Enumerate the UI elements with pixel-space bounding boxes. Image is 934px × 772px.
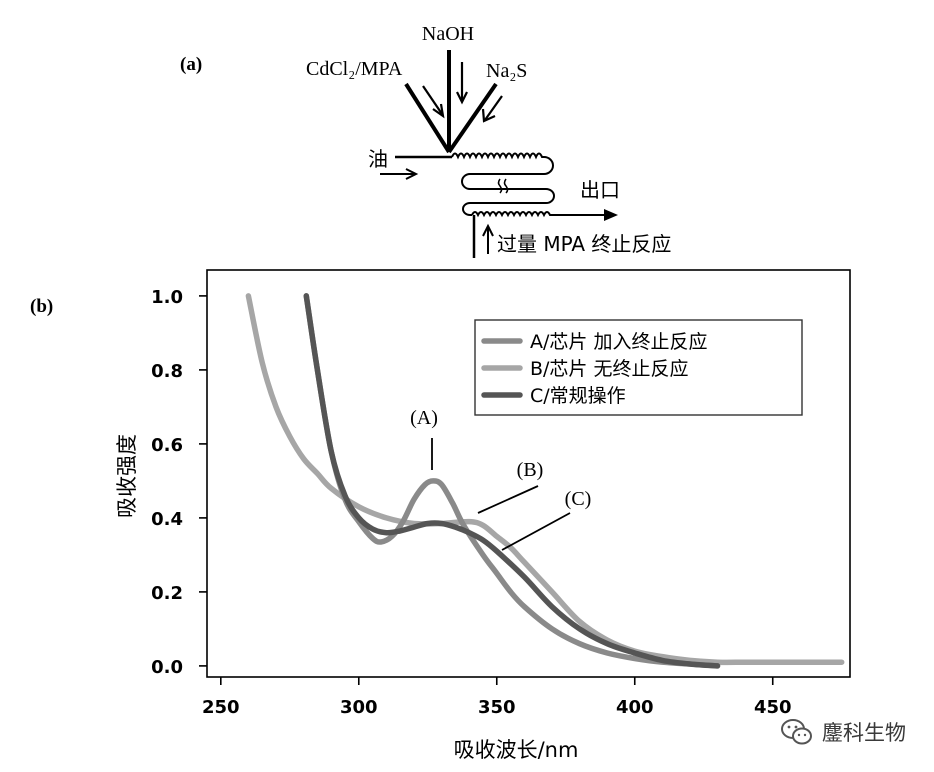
cdcl2-channel [404, 82, 451, 154]
wechat-icon [781, 719, 812, 745]
outlet-label: 出口 [580, 178, 620, 202]
y-tick-label: 0.8 [151, 361, 183, 382]
watermark: 鏖科生物 [780, 712, 906, 752]
inlet-flow-arrows [422, 62, 503, 123]
panel-a-schematic: (a) NaOH CdCl₂/MPA Na₂S 油 [180, 23, 671, 258]
x-tick-label: 300 [340, 697, 378, 718]
absorption-chart: 250 300 350 400 450 0.0 0.2 0.4 0.6 0.8 1.0 (A) (B)… [115, 269, 851, 762]
x-tick-label: 250 [202, 697, 240, 718]
series-line-B [245, 293, 845, 666]
x-axis-label: 吸收波长/nm [454, 738, 579, 762]
naoh-label: NaOH [422, 23, 474, 45]
panel-a-label: (a) [180, 54, 202, 75]
annotation-leader-B [477, 485, 539, 514]
legend-box [474, 319, 803, 416]
panel-b-label: (b) [30, 296, 53, 317]
cdcl2-mpa-label: CdCl₂/MPA [306, 58, 403, 80]
x-tick-label: 350 [478, 697, 516, 718]
annotation-leader-C [501, 512, 571, 551]
annotation-label-C: (C) [565, 488, 592, 510]
chart-curves [245, 293, 845, 669]
y-tick-label: 0.2 [151, 583, 183, 604]
annotation-label-B: (B) [517, 459, 544, 481]
x-tick-label: 400 [616, 697, 654, 718]
outlet-arrow [604, 209, 618, 221]
chart-annotations: (A) (B) (C) [410, 407, 592, 551]
quench-flow-arrow [482, 223, 494, 254]
y-axis-label: 吸收强度 [115, 434, 139, 518]
serpentine-reactor [451, 152, 606, 218]
legend-label-B: B/芯片 无终止反应 [530, 358, 688, 380]
oil-flow-arrow [380, 168, 419, 180]
quench-label: 过量 MPA 终止反应 [497, 232, 671, 256]
y-tick-label: 0.6 [151, 435, 183, 456]
y-tick-label: 1.0 [151, 287, 183, 308]
na2s-label: Na₂S [486, 60, 527, 82]
series-line-C [303, 293, 721, 669]
plot-frame [206, 269, 851, 678]
legend: A/芯片 加入终止反应 B/芯片 无终止反应 C/常规操作 [474, 319, 803, 416]
watermark-text: 鏖科生物 [822, 721, 906, 745]
legend-label-A: A/芯片 加入终止反应 [530, 331, 707, 353]
y-tick-label: 0.4 [151, 509, 183, 530]
na2s-channel [447, 82, 498, 154]
x-tick-label: 450 [754, 697, 792, 718]
oil-label: 油 [368, 147, 388, 171]
chart-ticks: 250 300 350 400 450 0.0 0.2 0.4 0.6 0.8 1.0 [151, 287, 791, 718]
legend-label-C: C/常规操作 [530, 385, 626, 407]
y-tick-label: 0.0 [151, 657, 183, 678]
annotation-label-A: (A) [410, 407, 438, 429]
